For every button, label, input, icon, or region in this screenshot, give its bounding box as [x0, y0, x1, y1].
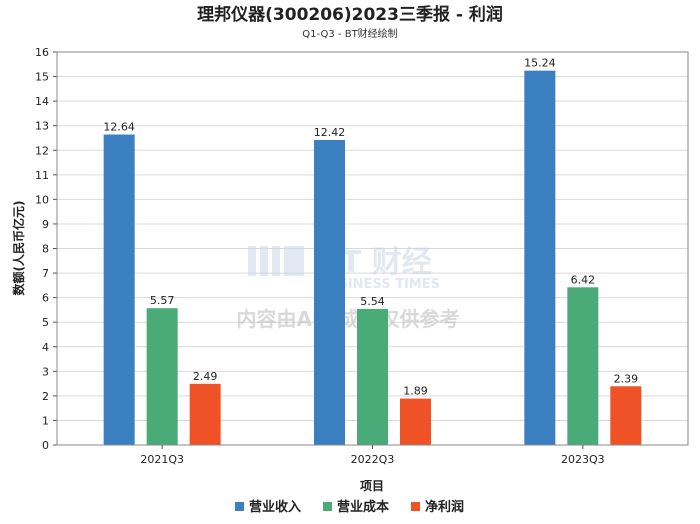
- data-label: 1.89: [403, 385, 428, 398]
- y-tick-label: 9: [42, 218, 49, 231]
- watermark-brand-en: BUSINESS TIMES: [318, 277, 440, 292]
- legend-label: 营业成本: [337, 499, 389, 515]
- x-tick-label: 2023Q3: [561, 453, 605, 466]
- watermark: BT 财经 BUSINESS TIMES 内容由AI生成，仅供参考: [237, 245, 460, 331]
- legend-swatch: [235, 502, 244, 511]
- bar: [189, 383, 221, 445]
- y-tick-label: 4: [42, 341, 49, 354]
- watermark-logo-bar: [248, 246, 256, 276]
- legend-label: 净利润: [425, 499, 464, 515]
- y-tick-label: 15: [35, 71, 49, 84]
- bar: [146, 308, 178, 445]
- data-label: 15.24: [524, 57, 556, 70]
- y-tick-label: 3: [42, 365, 49, 378]
- watermark-logo-bar: [272, 246, 280, 276]
- y-tick-label: 6: [42, 292, 49, 305]
- bar: [314, 139, 345, 445]
- data-label: 2.49: [193, 370, 218, 383]
- y-tick-label: 16: [35, 46, 49, 59]
- x-tick-label: 2021Q3: [140, 453, 184, 466]
- x-axis-ticks: 2021Q3 2022Q3 2023Q3: [140, 445, 605, 466]
- data-label: 12.64: [103, 121, 135, 134]
- bar: [610, 386, 642, 445]
- watermark-logo-bar: [284, 246, 304, 276]
- legend: 营业收入 营业成本 净利润: [235, 499, 464, 515]
- x-axis-label: 项目: [360, 479, 384, 493]
- y-axis-label: 数额(人民币亿元): [11, 201, 26, 296]
- data-label: 5.54: [360, 295, 385, 308]
- y-tick-label: 8: [42, 243, 49, 256]
- y-tick-label: 0: [42, 439, 49, 452]
- y-tick-label: 5: [42, 316, 49, 329]
- bar: [103, 134, 135, 445]
- y-tick-label: 11: [35, 169, 49, 182]
- data-label: 6.42: [571, 273, 596, 286]
- y-tick-label: 2: [42, 390, 49, 403]
- legend-swatch: [323, 502, 332, 511]
- bar: [567, 287, 599, 445]
- y-tick-label: 14: [35, 95, 49, 108]
- chart-title: 理邦仪器(300206)2023三季报 - 利润: [197, 4, 503, 25]
- data-label: 5.57: [150, 294, 175, 307]
- bars: [103, 70, 642, 445]
- y-tick-label: 13: [35, 120, 49, 133]
- watermark-notice: 内容由AI生成，仅供参考: [237, 307, 460, 331]
- bar: [400, 398, 431, 445]
- x-tick-label: 2022Q3: [351, 453, 395, 466]
- y-tick-label: 12: [35, 144, 49, 157]
- legend-swatch: [411, 502, 420, 511]
- bar: [524, 70, 556, 445]
- watermark-logo-bar: [260, 246, 268, 276]
- data-label: 12.42: [314, 126, 346, 139]
- y-tick-label: 10: [35, 193, 49, 206]
- bar: [357, 308, 388, 445]
- data-label: 2.39: [614, 372, 639, 385]
- data-labels: 12.64 5.57 2.49 12.42 5.54 1.89 15.24 6.42 2.39: [103, 57, 638, 398]
- y-tick-label: 1: [42, 414, 49, 427]
- y-tick-label: 7: [42, 267, 49, 280]
- chart-subtitle: Q1-Q3 - BT财经绘制: [302, 27, 397, 40]
- legend-label: 营业收入: [249, 499, 301, 515]
